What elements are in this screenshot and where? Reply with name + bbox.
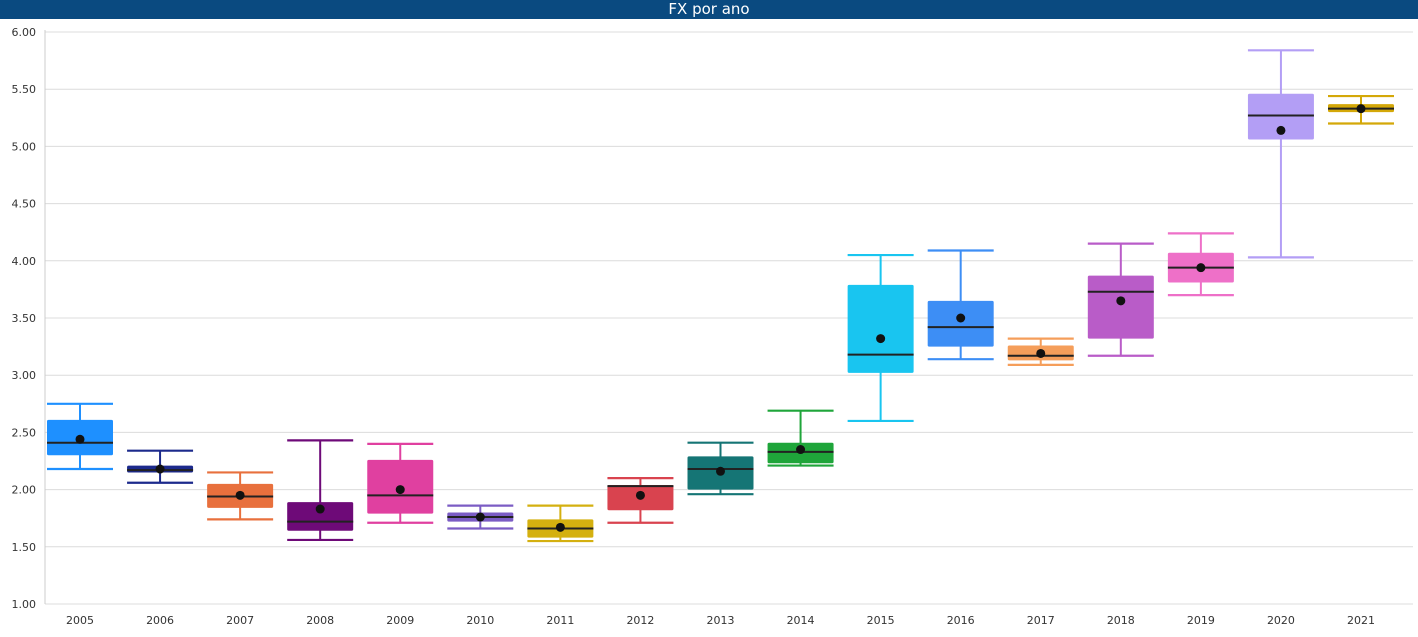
x-tick-label: 2016	[947, 614, 975, 627]
x-tick-label: 2018	[1107, 614, 1135, 627]
mean-point-2012	[635, 490, 645, 500]
y-tick-label: 2.50	[12, 426, 37, 439]
box-2015	[847, 284, 914, 373]
mean-point-2016	[956, 313, 966, 323]
y-tick-label: 1.50	[12, 541, 37, 554]
x-tick-label: 2015	[867, 614, 895, 627]
mean-point-2005	[75, 434, 85, 444]
x-tick-label: 2014	[787, 614, 815, 627]
mean-point-2021	[1356, 104, 1366, 114]
x-tick-label: 2005	[66, 614, 94, 627]
y-tick-label: 4.00	[12, 255, 37, 268]
chart-area: 1.00 1.50 2.00 2.50 3.00 3.50 4.00 4.50 5.00 5.50…	[0, 19, 1418, 633]
box-2020	[1247, 93, 1314, 140]
mean-point-2015	[876, 334, 886, 344]
boxplot-chart: 1.00 1.50 2.00 2.50 3.00 3.50 4.00 4.50 5.00 5.50…	[12, 26, 1413, 627]
x-tick-label: 2006	[146, 614, 174, 627]
mean-point-2010	[475, 512, 485, 522]
x-tick-label: 2021	[1347, 614, 1375, 627]
y-tick-label: 3.50	[12, 312, 37, 325]
y-tick-label: 5.00	[12, 140, 37, 153]
x-tick-label: 2017	[1027, 614, 1055, 627]
box-2016	[927, 300, 994, 347]
mean-point-2019	[1196, 263, 1206, 273]
chart-title: FX por ano	[0, 0, 1418, 19]
mean-point-2013	[716, 466, 725, 476]
box-2018	[1087, 275, 1154, 339]
x-tick-label: 2007	[226, 614, 254, 627]
mean-point-2008	[315, 504, 325, 514]
x-tick-label: 2012	[626, 614, 654, 627]
mean-point-2017	[1036, 348, 1046, 358]
y-tick-label: 4.50	[12, 198, 37, 211]
x-tick-label: 2008	[306, 614, 334, 627]
x-tick-label: 2009	[386, 614, 414, 627]
box-2008	[287, 502, 354, 531]
mean-point-2020	[1276, 125, 1286, 135]
x-tick-label: 2010	[466, 614, 494, 627]
mean-point-2006	[155, 464, 165, 474]
mean-point-2018	[1116, 296, 1126, 306]
mean-point-2011	[555, 522, 565, 532]
y-tick-label: 6.00	[12, 26, 37, 39]
mean-point-2007	[235, 490, 245, 500]
y-tick-label: 2.00	[12, 484, 37, 497]
x-tick-label: 2019	[1187, 614, 1215, 627]
y-tick-label: 5.50	[12, 83, 37, 96]
mean-point-2009	[395, 485, 405, 495]
mean-point-2014	[796, 445, 806, 455]
x-tick-label: 2011	[546, 614, 574, 627]
y-tick-label: 1.00	[12, 598, 37, 611]
x-tick-label: 2013	[707, 614, 735, 627]
x-tick-label: 2020	[1267, 614, 1295, 627]
y-tick-label: 3.00	[12, 369, 37, 382]
